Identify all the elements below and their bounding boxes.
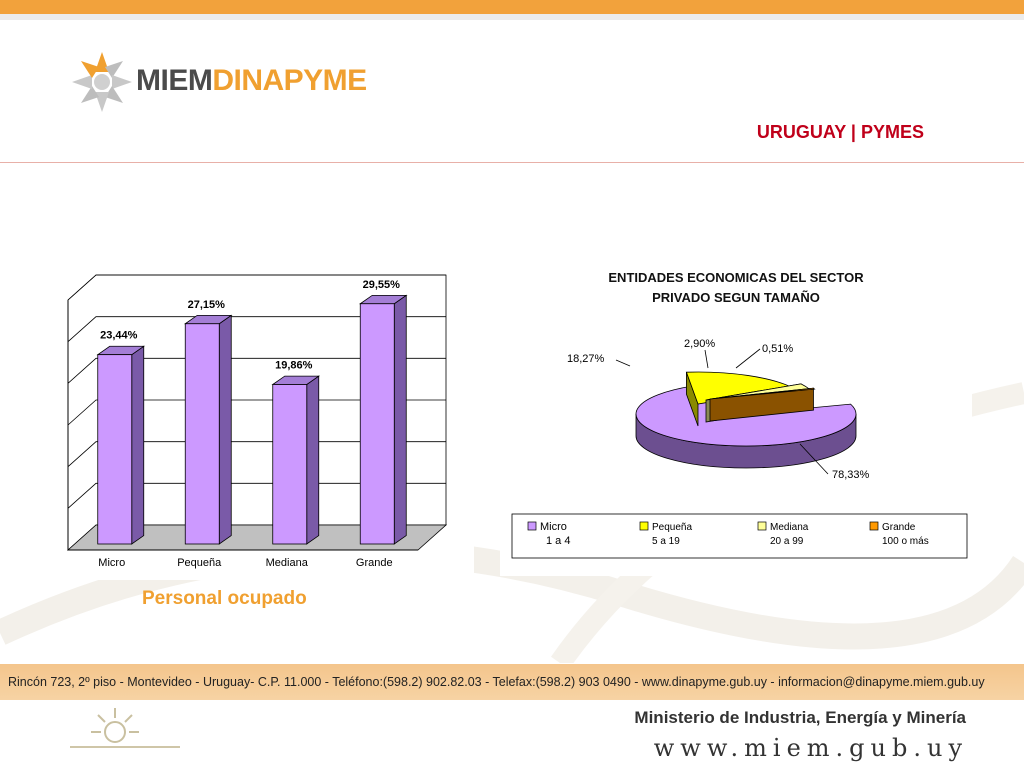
bar-side — [218, 314, 232, 545]
legend-name: Grande — [882, 522, 916, 533]
logo-dinapyme: DINAPYME — [212, 64, 367, 97]
footer-address: Rincón 723, 2º piso - Montevideo - Urugu… — [8, 675, 985, 689]
legend-item-micro: Micro 1 a 4 — [527, 521, 570, 547]
bar-pequeña — [183, 314, 233, 545]
legend-name: Pequeña — [652, 522, 692, 533]
ministry-website: www.miem.gub.uy — [653, 734, 968, 762]
bar-side — [131, 345, 145, 545]
bar-value-label: 19,86% — [275, 360, 313, 372]
bar-face — [184, 323, 220, 545]
bar-category-label: Mediana — [266, 557, 309, 569]
top-accent-shadow — [0, 14, 1024, 20]
bar-chart-gridline — [67, 482, 446, 509]
pie-slice-top — [685, 371, 795, 405]
footer-band — [0, 664, 1024, 700]
legend-range: 20 a 99 — [770, 536, 804, 547]
legend-range: 100 o más — [882, 536, 929, 547]
pie-slice-top — [709, 387, 816, 400]
legend-range: 5 a 19 — [652, 536, 680, 547]
bar-chart-gridline — [67, 399, 446, 426]
bar-chart-grid — [66, 274, 448, 551]
miem-dinapyme-logo: MIEMDINAPYME — [70, 48, 390, 116]
bar-chart-gridline — [67, 316, 446, 342]
pie-slices — [635, 371, 857, 469]
legend-item-mediana: Mediana 20 a 99 — [757, 521, 809, 547]
bar-value-label: 29,55% — [363, 279, 401, 291]
top-accent-bar — [0, 0, 1024, 14]
bar-mediana — [271, 375, 321, 545]
bar-side — [393, 294, 407, 545]
bar-grande — [358, 294, 408, 545]
legend-range: 1 a 4 — [546, 535, 570, 547]
entidades-pie-chart: ENTIDADES ECONOMICAS DEL SECTOR PRIVADO … — [500, 256, 972, 576]
personal-ocupado-bar-chart: 23,44% Micro 27,15% Pequeña 19,86% Mediana 29,… — [34, 255, 474, 580]
pie-leader-line — [704, 349, 709, 369]
pie-slice-pequeña — [685, 371, 795, 427]
bar-chart-gridline — [67, 441, 446, 467]
bar-chart-bars — [96, 294, 408, 545]
header-divider — [0, 162, 1024, 163]
legend-swatch — [527, 521, 537, 531]
pie-leader-line — [615, 359, 631, 367]
legend-name: Mediana — [770, 522, 809, 533]
bar-chart-gridline — [67, 274, 446, 301]
legend-swatch — [869, 521, 879, 531]
bar-category-label: Grande — [356, 557, 393, 569]
pie-legend: Micro 1 a 4 Pequeña 5 a 19 Mediana 20 a 99 Gra… — [511, 513, 968, 559]
pie-value-label: 2,90% — [684, 338, 715, 350]
uruguay-sun-logo-icon — [70, 708, 180, 748]
legend-swatch — [757, 521, 767, 531]
logo-wordmark: MIEMDINAPYME — [136, 64, 367, 98]
pie-labels: 78,33% 18,27% 2,90% 0,51% — [567, 338, 870, 481]
page-title: URUGUAY | PYMES — [756, 122, 924, 142]
bar-side — [306, 375, 320, 545]
bar-chart-labels: 23,44% Micro 27,15% Pequeña 19,86% Mediana 29,… — [98, 279, 400, 569]
sun-emblem-icon — [72, 52, 132, 112]
pie-value-label: 18,27% — [567, 353, 605, 365]
bar-micro — [96, 345, 146, 545]
pie-value-label: 0,51% — [762, 343, 793, 355]
bar-value-label: 27,15% — [188, 299, 226, 311]
logo-miem: MIEM — [136, 64, 213, 97]
pie-title-line-1: ENTIDADES ECONOMICAS DEL SECTOR — [608, 270, 864, 285]
bar-value-label: 23,44% — [100, 330, 138, 342]
bar-face — [272, 384, 308, 545]
legend-name: Micro — [540, 521, 567, 533]
legend-swatch — [639, 521, 649, 531]
chart-caption: Personal ocupado — [142, 588, 307, 609]
bar-chart-gridline — [67, 357, 446, 384]
pie-leader-line — [735, 348, 761, 369]
pie-title-line-2: PRIVADO SEGUN TAMAÑO — [652, 290, 820, 305]
ministry-name: Ministerio de Industria, Energía y Miner… — [634, 708, 966, 727]
pie-leader-line — [799, 443, 829, 475]
bar-face — [97, 354, 133, 545]
pie-value-label: 78,33% — [832, 469, 870, 481]
legend-item-pequeña: Pequeña 5 a 19 — [639, 521, 692, 547]
bar-face — [359, 303, 395, 545]
legend-item-grande: Grande 100 o más — [869, 521, 929, 547]
bar-category-label: Micro — [98, 557, 125, 569]
bar-category-label: Pequeña — [177, 557, 222, 569]
pie-slice-grande — [709, 387, 816, 422]
pie-legend-box — [511, 513, 968, 559]
